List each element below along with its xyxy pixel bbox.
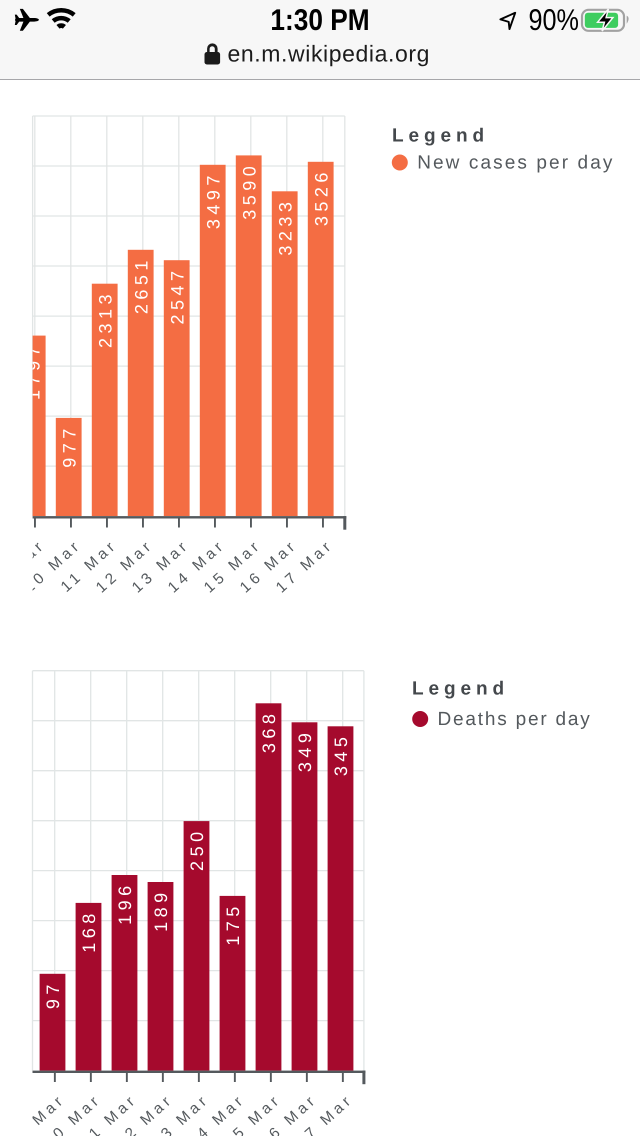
svg-text:3526: 3526 <box>311 168 331 226</box>
svg-text:2651: 2651 <box>131 256 151 314</box>
svg-text:189: 189 <box>151 888 171 932</box>
svg-text:en.m.wikipedia.org: en.m.wikipedia.org <box>228 41 431 67</box>
svg-text:1797: 1797 <box>23 342 43 400</box>
svg-text:175: 175 <box>223 902 243 946</box>
svg-text:Legend: Legend <box>392 126 489 147</box>
svg-text:345: 345 <box>331 733 351 777</box>
svg-text:97: 97 <box>43 980 63 1009</box>
svg-text:2547: 2547 <box>167 267 187 325</box>
svg-text:New cases per day: New cases per day <box>417 152 614 173</box>
svg-text:2313: 2313 <box>95 290 115 348</box>
svg-text:Legend: Legend <box>412 679 509 700</box>
svg-text:3233: 3233 <box>275 198 295 256</box>
svg-text:168: 168 <box>79 909 99 953</box>
svg-text:1:30 PM: 1:30 PM <box>270 4 369 37</box>
svg-text:349: 349 <box>295 729 315 773</box>
svg-text:Deaths per day: Deaths per day <box>438 709 592 730</box>
svg-text:90%: 90% <box>529 4 579 37</box>
svg-text:196: 196 <box>115 881 135 925</box>
svg-text:250: 250 <box>187 827 207 871</box>
svg-text:368: 368 <box>259 710 279 754</box>
svg-text:3590: 3590 <box>239 162 259 220</box>
svg-text:977: 977 <box>59 424 79 468</box>
svg-text:3497: 3497 <box>203 171 223 229</box>
